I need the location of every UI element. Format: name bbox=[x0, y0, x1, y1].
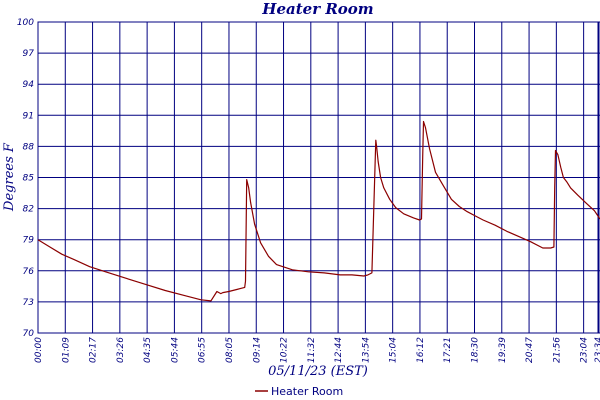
x-tick-label: 20:47 bbox=[525, 337, 535, 363]
x-tick-label: 08:05 bbox=[225, 337, 235, 363]
x-tick-labels: 00:00 01:09 02:17 03:26 04:35 05:44 06:55 08:05… bbox=[34, 337, 600, 363]
x-tick-label: 13:54 bbox=[361, 337, 371, 363]
x-tick-label: 18:30 bbox=[471, 337, 481, 363]
x-tick-label: 03:26 bbox=[116, 337, 126, 363]
y-axis-label: Degrees F bbox=[2, 142, 17, 212]
legend: Heater Room bbox=[255, 385, 343, 398]
x-tick-label: 06:55 bbox=[198, 337, 208, 363]
y-tick-label: 91 bbox=[23, 111, 34, 121]
x-tick-label: 16:12 bbox=[416, 337, 426, 363]
y-tick-label: 94 bbox=[23, 80, 35, 90]
y-tick-label: 73 bbox=[23, 298, 35, 308]
x-tick-label: 19:39 bbox=[498, 337, 508, 363]
legend-label: Heater Room bbox=[271, 385, 343, 398]
x-tick-label: 17:21 bbox=[443, 337, 453, 363]
plot-frame bbox=[37, 21, 600, 334]
x-tick-label: 00:00 bbox=[34, 337, 44, 363]
x-tick-label: 04:35 bbox=[143, 337, 153, 363]
y-tick-label: 100 bbox=[17, 18, 34, 28]
y-tick-label: 79 bbox=[23, 236, 35, 246]
series-lines bbox=[37, 120, 600, 302]
chart-title: Heater Room bbox=[261, 0, 373, 18]
x-axis-label: 05/11/23 (EST) bbox=[268, 364, 368, 379]
y-tick-labels: 70 73 76 79 82 85 88 91 94 97 100 bbox=[17, 18, 34, 339]
y-tick-label: 88 bbox=[23, 142, 35, 152]
y-tick-label: 82 bbox=[23, 205, 35, 215]
x-tick-label: 23:34 bbox=[594, 337, 600, 363]
x-tick-label: 09:14 bbox=[252, 337, 262, 363]
x-tick-label: 23:04 bbox=[580, 337, 590, 363]
x-tick-label: 11:32 bbox=[307, 337, 317, 363]
y-tick-label: 85 bbox=[23, 174, 35, 184]
y-tick-label: 97 bbox=[23, 49, 35, 59]
x-tick-label: 10:22 bbox=[280, 337, 290, 363]
x-tick-label: 01:09 bbox=[61, 337, 71, 363]
y-tick-label: 76 bbox=[23, 267, 35, 277]
x-tick-label: 05:44 bbox=[170, 337, 180, 363]
x-tick-label: 12:44 bbox=[334, 337, 344, 363]
x-tick-label: 02:17 bbox=[89, 337, 99, 363]
x-tick-label: 21:56 bbox=[552, 337, 562, 363]
y-tick-label: 70 bbox=[23, 329, 35, 339]
grid-lines bbox=[37, 21, 600, 334]
x-tick-label: 15:04 bbox=[389, 337, 399, 363]
series-line bbox=[37, 120, 600, 302]
